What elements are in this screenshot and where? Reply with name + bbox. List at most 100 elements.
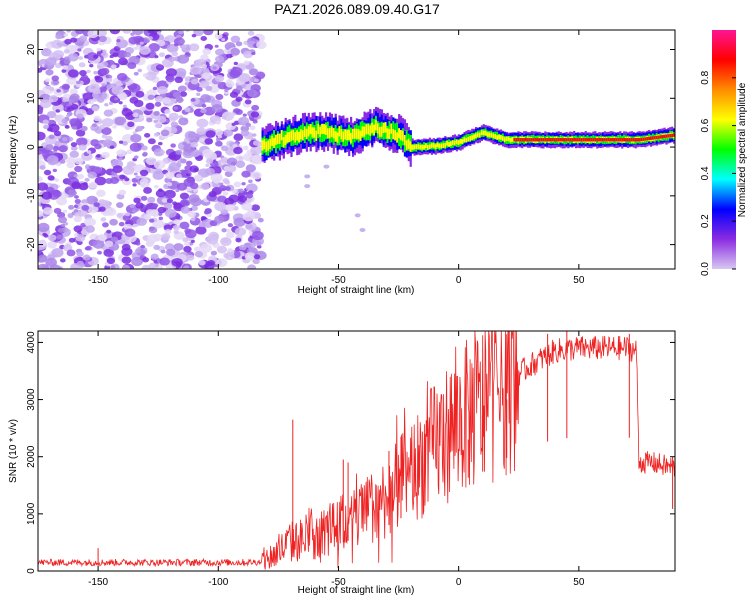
heatmap-noise-cell	[256, 244, 262, 249]
heatmap-band-peak	[590, 138, 593, 142]
heatmap-noise-cell	[215, 48, 225, 56]
heatmap-noise-cell	[164, 171, 175, 179]
heatmap-band-cell	[500, 135, 503, 140]
heatmap-noise-cell	[64, 125, 70, 129]
heatmap-noise-cell	[60, 258, 66, 263]
heatmap-noise-cell	[245, 122, 252, 128]
heatmap-band-cell	[432, 143, 435, 148]
heatmap-noise-cell	[139, 106, 147, 112]
heatmap-noise-cell	[173, 243, 184, 251]
heatmap-noise-cell	[116, 212, 124, 218]
heatmap-noise-cell	[80, 222, 86, 228]
heatmap-noise-cell	[79, 35, 88, 42]
heatmap-noise-cell	[109, 218, 118, 226]
heatmap-noise-cell	[71, 181, 82, 190]
snr-x-ticks: -150 -100 -50 0 50	[88, 331, 585, 588]
heatmap-band-cell	[440, 143, 443, 149]
heatmap-noise-cell	[140, 195, 148, 201]
heatmap-band-cell	[359, 121, 362, 139]
heatmap-noise-cell	[132, 112, 139, 118]
heatmap-band-cell	[467, 136, 470, 142]
heatmap-noise-cell	[106, 257, 116, 265]
heatmap-band-cell	[492, 133, 495, 138]
heatmap-noise-cell	[85, 166, 90, 170]
heatmap-noise-cell	[127, 121, 135, 128]
heatmap-noise-cell	[69, 118, 81, 127]
heatmap-band-peak	[621, 138, 624, 142]
heatmap-band-cell	[363, 126, 366, 137]
heatmap-noise-cell	[202, 72, 211, 80]
heatmap-noise-cell	[101, 134, 108, 139]
heatmap-band-peak	[613, 138, 616, 142]
heatmap-marks	[38, 30, 675, 269]
heatmap-noise-cell	[153, 111, 160, 117]
heatmap-noise-cell	[63, 33, 69, 37]
heatmap-noise-cell	[143, 214, 152, 221]
snr-x-tick-label: -50	[331, 577, 346, 588]
heatmap-noise-cell	[152, 171, 164, 180]
heatmap-noise-cell	[251, 104, 260, 111]
heatmap-noise-cell	[235, 160, 246, 168]
heatmap-noise-cell	[154, 184, 159, 189]
heatmap-noise-cell	[47, 241, 57, 249]
heatmap-noise-cell	[122, 104, 127, 108]
heatmap-noise-cell	[166, 198, 173, 204]
heatmap-noise-cell	[223, 129, 234, 137]
heatmap-band-cell	[471, 135, 474, 140]
heatmap-noise-cell	[92, 123, 97, 127]
heatmap-noise-cell	[184, 82, 189, 86]
heatmap-noise-cell	[124, 228, 136, 237]
heatmap-band-cell	[309, 126, 312, 144]
heatmap-noise-cell	[38, 201, 41, 206]
heatmap-noise-cell	[111, 85, 124, 95]
heatmap-noise-cell	[233, 146, 243, 155]
heatmap-noise-cell	[190, 141, 199, 148]
heatmap-noise-cell	[172, 201, 178, 206]
heatmap-noise-cell	[196, 118, 209, 128]
heatmap-noise-cell	[247, 264, 257, 269]
heatmap-noise-cell	[215, 120, 221, 125]
spectrogram-y-axis-label: Frequency (Hz)	[8, 116, 19, 185]
heatmap-band-peak	[569, 138, 572, 142]
heatmap-noise-cell	[61, 83, 70, 90]
heatmap-band-cell	[298, 131, 301, 143]
heatmap-noise-cell	[122, 264, 130, 269]
heatmap-noise-cell	[118, 101, 123, 105]
heatmap-band-peak	[650, 136, 653, 140]
heatmap-noise-cell	[200, 108, 207, 114]
heatmap-noise-cell	[58, 145, 68, 153]
heatmap-noise-cell	[151, 209, 158, 214]
heatmap-noise-cell	[219, 182, 224, 186]
heatmap-noise-cell	[82, 92, 94, 101]
heatmap-noise-cell	[251, 204, 260, 212]
heatmap-noise-cell	[61, 69, 67, 73]
heatmap-noise-cell	[225, 80, 235, 88]
heatmap-noise-cell	[55, 34, 62, 40]
heatmap-noise-cell	[38, 222, 50, 233]
heatmap-noise-cell	[43, 233, 49, 238]
heatmap-noise-cell	[138, 114, 145, 119]
heatmap-noise-cell	[200, 243, 213, 253]
heatmap-noise-cell	[166, 193, 173, 199]
heatmap-noise-cell	[139, 169, 149, 177]
snr-y-tick-label: 4000	[26, 331, 37, 354]
heatmap-noise-cell	[204, 138, 214, 145]
snr-y-axis-label: SNR (10 * v/v)	[8, 419, 19, 483]
heatmap-noise-cell	[251, 51, 256, 56]
heatmap-noise-cell	[100, 217, 107, 222]
heatmap-noise-cell	[245, 192, 254, 199]
heatmap-band-peak	[575, 138, 578, 142]
heatmap-noise-cell	[121, 256, 132, 264]
heatmap-noise-cell	[121, 243, 131, 251]
heatmap-band-cell	[344, 129, 347, 140]
heatmap-band-peak	[588, 138, 591, 142]
heatmap-band-cell	[498, 134, 501, 140]
heatmap-noise-cell	[200, 94, 212, 103]
heatmap-band-peak	[580, 138, 583, 142]
heatmap-noise-cell	[179, 192, 190, 200]
heatmap-noise-cell	[172, 224, 181, 231]
heatmap-noise-cell	[98, 35, 107, 43]
heatmap-band-peak	[667, 134, 670, 138]
heatmap-noise-cell	[104, 103, 109, 107]
